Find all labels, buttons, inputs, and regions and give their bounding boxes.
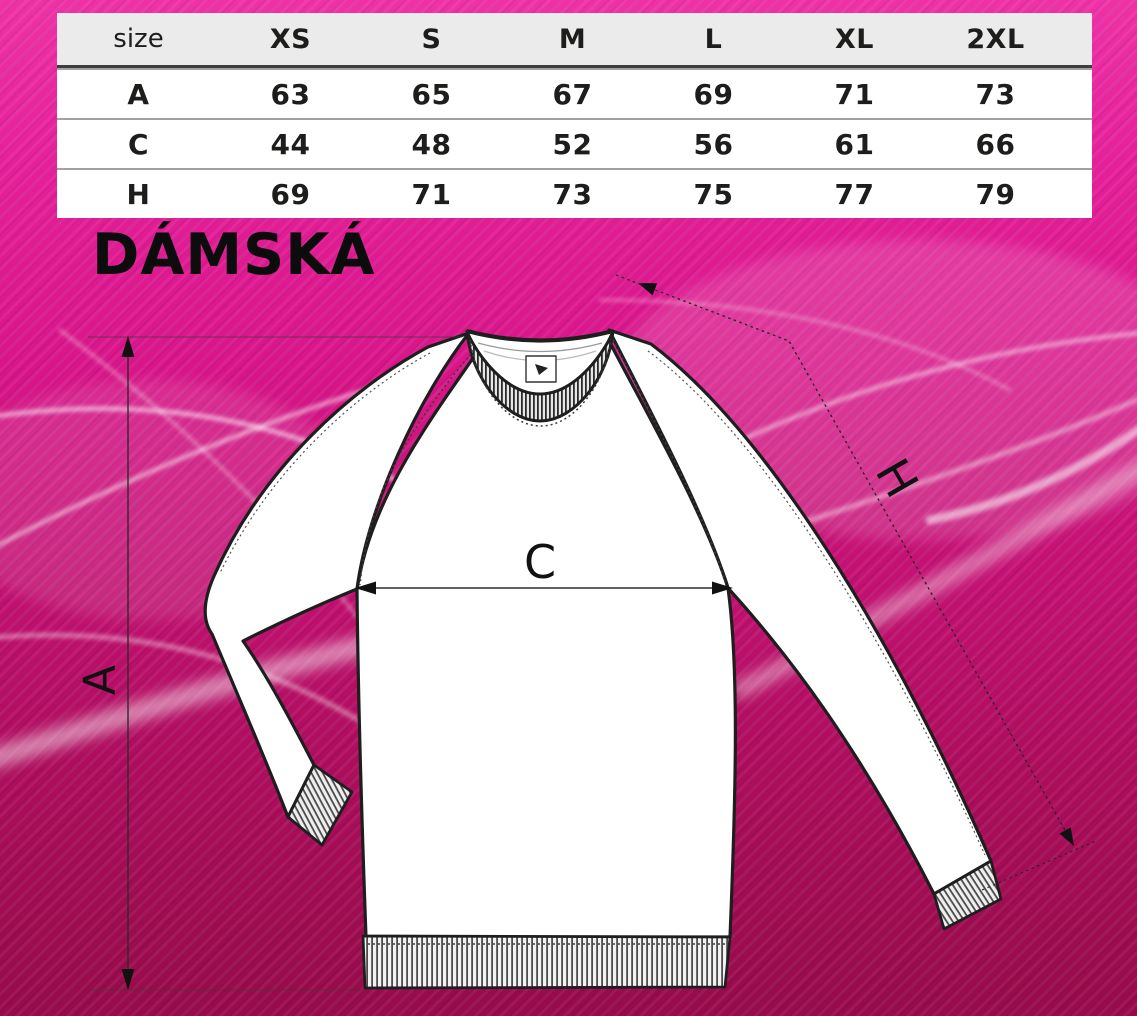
size-value: 73 [975,77,1016,111]
size-column-header-xl: XL [834,23,875,55]
size-column-header-xs: XS [269,23,312,55]
hem-rib [361,934,732,990]
size-value: 63 [270,77,311,111]
size-value: 71 [411,177,452,211]
right-cuff-rib [932,859,1003,931]
section-title: DÁMSKÁ [92,222,376,288]
cuff-extension-line [981,839,1099,891]
size-column-caption: size [113,24,164,54]
arrowhead-down-icon [121,969,135,990]
size-value: 44 [270,127,311,161]
neck-label-logo-icon [535,364,548,375]
size-value: 69 [693,77,734,111]
size-value: 61 [834,127,875,161]
arrowhead-downright-icon [1059,827,1074,846]
size-value: 77 [834,177,875,211]
left-cuff-rib [286,763,354,847]
measurement-label-c: C [524,535,556,589]
dimension-label: A [127,77,150,111]
measurement-h-line [615,274,1075,847]
size-value: 75 [693,177,734,211]
size-column-header-s: S [421,23,442,55]
sweatshirt-drawing [203,328,1003,990]
table-row-h: H 69 71 73 75 77 79 [57,168,1092,218]
size-value: 66 [975,127,1016,161]
measurement-label-a: A [75,665,126,695]
size-value: 65 [411,77,452,111]
arrowhead-upleft-icon [638,283,658,296]
table-row-a: A 63 65 67 69 71 73 [57,68,1092,118]
arrowhead-right-icon [712,581,733,595]
size-value: 71 [834,77,875,111]
size-value: 79 [975,177,1016,211]
size-column-header-2xl: 2XL [966,23,1025,55]
stitch-lines [219,338,986,945]
size-table: size XS S M L XL 2XL A 63 65 67 69 71 73… [57,13,1092,218]
size-value: 48 [411,127,452,161]
arrowhead-up-icon [121,336,135,357]
arrowhead-left-icon [355,581,376,595]
size-table-header-row: size XS S M L XL 2XL [57,13,1092,68]
size-column-header-m: M [558,23,587,55]
table-row-c: C 44 48 52 56 61 66 [57,118,1092,168]
size-column-header-l: L [704,23,723,55]
size-value: 56 [693,127,734,161]
size-value: 67 [552,77,593,111]
dimension-label: H [126,177,151,211]
dimension-label: C [127,127,150,161]
size-value: 52 [552,127,593,161]
size-value: 69 [270,177,311,211]
size-value: 73 [552,177,593,211]
